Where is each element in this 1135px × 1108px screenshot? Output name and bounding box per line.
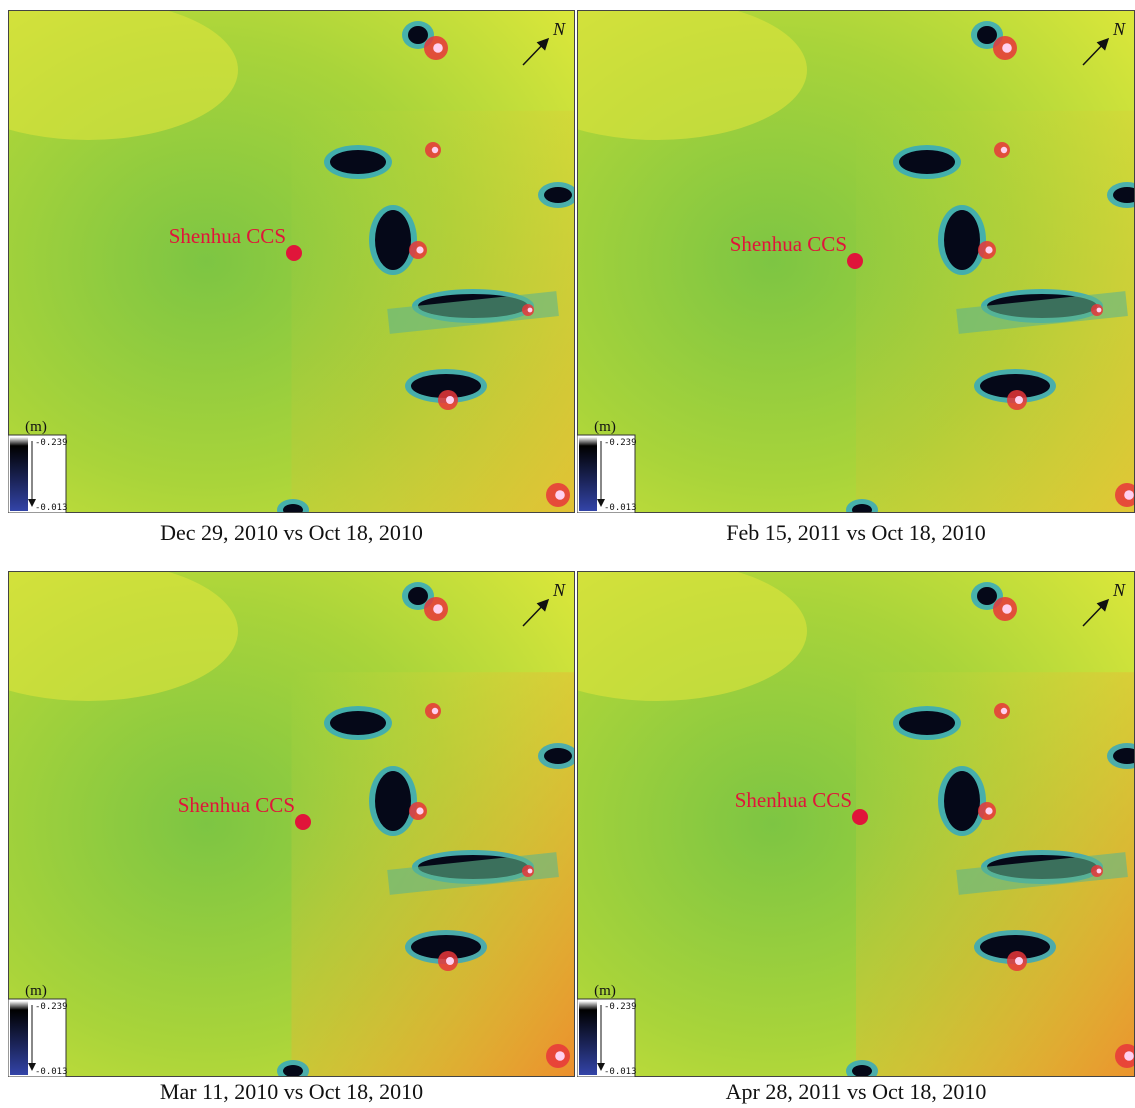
colorbar-bottom-label: -0.013 bbox=[35, 503, 68, 513]
colorbar bbox=[579, 1001, 597, 1075]
pit bbox=[899, 711, 955, 735]
unit-label: (m) bbox=[25, 419, 47, 435]
unit-label: (m) bbox=[594, 419, 616, 435]
map-panel: Shenhua CCS N -0.239 -0.013 (m) bbox=[0, 0, 578, 521]
colorbar bbox=[579, 437, 597, 511]
pit bbox=[944, 771, 980, 831]
pit bbox=[330, 711, 386, 735]
uplift-core bbox=[1015, 396, 1023, 404]
pit bbox=[852, 504, 872, 516]
pit bbox=[330, 150, 386, 174]
pit bbox=[899, 150, 955, 174]
pit bbox=[977, 587, 997, 605]
north-label: N bbox=[1112, 580, 1126, 600]
north-label: N bbox=[552, 580, 566, 600]
pit bbox=[283, 504, 303, 516]
panel-caption: Feb 15, 2011 vs Oct 18, 2010 bbox=[726, 520, 986, 545]
uplift-core bbox=[446, 957, 454, 965]
map-panel: Shenhua CCS N -0.239 -0.013 (m) bbox=[0, 561, 578, 1082]
colorbar-bottom-label: -0.013 bbox=[35, 1067, 68, 1077]
unit-label: (m) bbox=[594, 983, 616, 999]
site-marker bbox=[847, 253, 863, 269]
uplift-core bbox=[1015, 957, 1023, 965]
uplift-core bbox=[528, 308, 533, 313]
site-label: Shenhua CCS bbox=[169, 224, 286, 248]
north-label: N bbox=[1112, 19, 1126, 39]
uplift-core bbox=[985, 246, 992, 253]
uplift-core bbox=[1124, 490, 1134, 500]
panel-caption: Dec 29, 2010 vs Oct 18, 2010 bbox=[160, 520, 423, 545]
pit bbox=[283, 1065, 303, 1077]
pit bbox=[977, 26, 997, 44]
colorbar-bottom-label: -0.013 bbox=[604, 503, 637, 513]
pit bbox=[375, 771, 411, 831]
uplift-core bbox=[446, 396, 454, 404]
uplift-core bbox=[432, 147, 438, 153]
site-label: Shenhua CCS bbox=[178, 793, 295, 817]
colorbar-top-label: -0.239 bbox=[35, 1002, 68, 1012]
panel-caption: Mar 11, 2010 vs Oct 18, 2010 bbox=[160, 1079, 423, 1104]
uplift-core bbox=[432, 708, 438, 714]
colorbar-bottom-label: -0.013 bbox=[604, 1067, 637, 1077]
uplift-core bbox=[985, 807, 992, 814]
colorbar bbox=[10, 437, 28, 511]
uplift-core bbox=[555, 490, 565, 500]
colorbar-top-label: -0.239 bbox=[35, 438, 68, 448]
uplift-core bbox=[1002, 604, 1012, 614]
uplift-core bbox=[416, 246, 423, 253]
pit bbox=[544, 748, 572, 764]
uplift-core bbox=[555, 1051, 565, 1061]
uplift-core bbox=[416, 807, 423, 814]
uplift-core bbox=[433, 43, 443, 53]
uplift-core bbox=[433, 604, 443, 614]
pit bbox=[944, 210, 980, 270]
pit bbox=[408, 26, 428, 44]
site-marker bbox=[295, 814, 311, 830]
pit bbox=[852, 1065, 872, 1077]
uplift-core bbox=[1097, 308, 1102, 313]
uplift-core bbox=[1097, 869, 1102, 874]
site-marker bbox=[852, 809, 868, 825]
pit bbox=[408, 587, 428, 605]
site-label: Shenhua CCS bbox=[735, 788, 852, 812]
colorbar-top-label: -0.239 bbox=[604, 438, 637, 448]
uplift-core bbox=[1124, 1051, 1134, 1061]
figure: Shenhua CCS N -0.239 -0.013 (m) Dec 29, 2010 … bbox=[0, 0, 1135, 1108]
pit bbox=[544, 187, 572, 203]
uplift-core bbox=[1001, 708, 1007, 714]
panel-caption: Apr 28, 2011 vs Oct 18, 2010 bbox=[726, 1079, 987, 1104]
map-panel: Shenhua CCS N -0.239 -0.013 (m) bbox=[507, 561, 1135, 1082]
unit-label: (m) bbox=[25, 983, 47, 999]
uplift-core bbox=[1002, 43, 1012, 53]
uplift-core bbox=[1001, 147, 1007, 153]
site-label: Shenhua CCS bbox=[730, 232, 847, 256]
pit bbox=[375, 210, 411, 270]
map-panel: Shenhua CCS N -0.239 -0.013 (m) bbox=[507, 0, 1135, 521]
colorbar bbox=[10, 1001, 28, 1075]
uplift-core bbox=[528, 869, 533, 874]
colorbar-top-label: -0.239 bbox=[604, 1002, 637, 1012]
north-label: N bbox=[552, 19, 566, 39]
site-marker bbox=[286, 245, 302, 261]
